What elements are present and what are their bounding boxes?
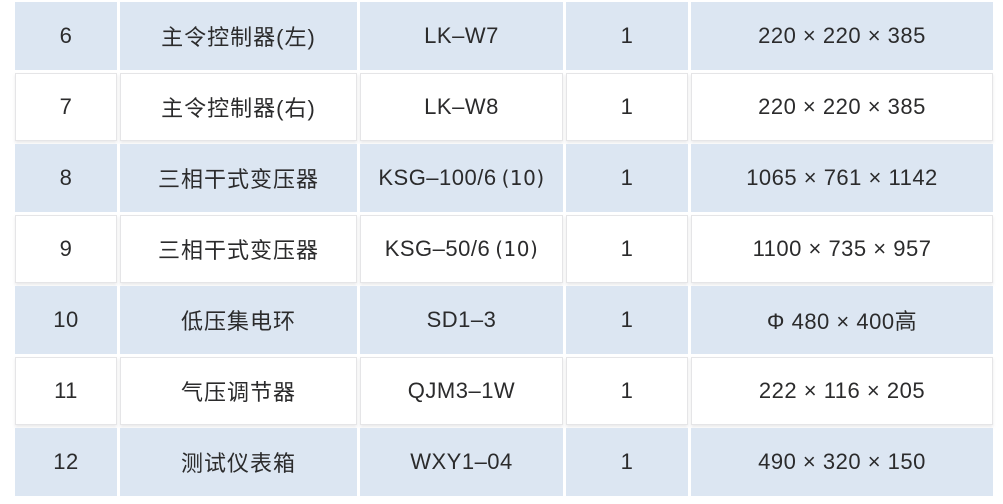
dimensions-cell: Φ 480 × 400高: [691, 286, 993, 354]
model-text: WXY1–04: [410, 449, 513, 474]
quantity-cell: 1: [566, 73, 688, 141]
serial-cell: 8: [15, 144, 117, 212]
table-row: 6 主令控制器(左) LK–W7 1 220 × 220 × 385: [15, 2, 993, 70]
table-row: 9 三相干式变压器 KSG–50/6 (10) 1 1100 × 735 × 95…: [15, 215, 993, 283]
model-suffix: (10): [501, 166, 545, 190]
dimensions-cell: 1065 × 761 × 1142: [691, 144, 993, 212]
model-text: KSG–100/6: [378, 165, 497, 190]
dimensions-cell: 220 × 220 × 385: [691, 2, 993, 70]
dimensions-cell: 1100 × 735 × 957: [691, 215, 993, 283]
dimensions-cell: 490 × 320 × 150: [691, 428, 993, 496]
quantity-cell: 1: [566, 2, 688, 70]
equipment-table: 6 主令控制器(左) LK–W7 1 220 × 220 × 385 7 主令控…: [12, 0, 996, 499]
dimensions-cell: 220 × 220 × 385: [691, 73, 993, 141]
model-cell: SD1–3: [360, 286, 563, 354]
serial-cell: 7: [15, 73, 117, 141]
model-text: LK–W7: [424, 23, 499, 48]
name-cell: 主令控制器(左): [120, 2, 357, 70]
serial-cell: 11: [15, 357, 117, 425]
model-cell: WXY1–04: [360, 428, 563, 496]
table-row: 11 气压调节器 QJM3–1W 1 222 × 116 × 205: [15, 357, 993, 425]
model-cell: KSG–50/6 (10): [360, 215, 563, 283]
table-row: 12 测试仪表箱 WXY1–04 1 490 × 320 × 150: [15, 428, 993, 496]
model-suffix: (10): [495, 237, 539, 261]
name-cell: 主令控制器(右): [120, 73, 357, 141]
serial-cell: 12: [15, 428, 117, 496]
name-cell: 气压调节器: [120, 357, 357, 425]
model-text: KSG–50/6: [384, 236, 491, 261]
model-text: LK–W8: [424, 94, 499, 119]
quantity-cell: 1: [566, 357, 688, 425]
model-text: QJM3–1W: [407, 378, 516, 403]
name-cell: 测试仪表箱: [120, 428, 357, 496]
model-cell: LK–W8: [360, 73, 563, 141]
name-cell: 三相干式变压器: [120, 144, 357, 212]
model-cell: KSG–100/6 (10): [360, 144, 563, 212]
model-cell: LK–W7: [360, 2, 563, 70]
spec-table: 6 主令控制器(左) LK–W7 1 220 × 220 × 385 7 主令控…: [12, 0, 996, 499]
table-row: 8 三相干式变压器 KSG–100/6 (10) 1 1065 × 761 × 1…: [15, 144, 993, 212]
table-row: 10 低压集电环 SD1–3 1 Φ 480 × 400高: [15, 286, 993, 354]
name-cell: 三相干式变压器: [120, 215, 357, 283]
dimensions-cell: 222 × 116 × 205: [691, 357, 993, 425]
name-cell: 低压集电环: [120, 286, 357, 354]
quantity-cell: 1: [566, 144, 688, 212]
quantity-cell: 1: [566, 428, 688, 496]
serial-cell: 6: [15, 2, 117, 70]
table-row: 7 主令控制器(右) LK–W8 1 220 × 220 × 385: [15, 73, 993, 141]
quantity-cell: 1: [566, 215, 688, 283]
quantity-cell: 1: [566, 286, 688, 354]
serial-cell: 9: [15, 215, 117, 283]
model-text: SD1–3: [426, 307, 497, 332]
serial-cell: 10: [15, 286, 117, 354]
model-cell: QJM3–1W: [360, 357, 563, 425]
